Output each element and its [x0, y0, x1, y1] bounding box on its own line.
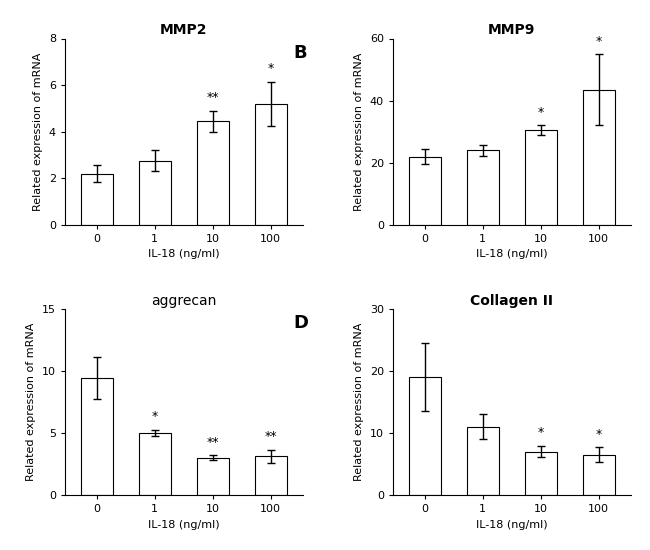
Text: **: **	[265, 430, 277, 443]
Bar	[81, 378, 113, 495]
X-axis label: IL-18 (ng/ml): IL-18 (ng/ml)	[476, 520, 547, 530]
X-axis label: IL-18 (ng/ml): IL-18 (ng/ml)	[476, 249, 547, 260]
Bar	[409, 377, 441, 495]
Text: *: *	[595, 428, 602, 441]
Text: *: *	[595, 35, 602, 47]
Bar	[255, 456, 287, 495]
Title: aggrecan: aggrecan	[151, 294, 216, 307]
X-axis label: IL-18 (ng/ml): IL-18 (ng/ml)	[148, 249, 220, 260]
Text: *: *	[268, 62, 274, 75]
X-axis label: IL-18 (ng/ml): IL-18 (ng/ml)	[148, 520, 220, 530]
Title: MMP9: MMP9	[488, 23, 536, 37]
Y-axis label: Related expression of mRNA: Related expression of mRNA	[354, 52, 364, 211]
Bar	[525, 130, 556, 225]
Bar	[409, 157, 441, 225]
Bar	[467, 427, 499, 495]
Text: *: *	[538, 426, 544, 439]
Y-axis label: Related expression of mRNA: Related expression of mRNA	[354, 323, 364, 481]
Text: **: **	[207, 91, 219, 104]
Y-axis label: Related expression of mRNA: Related expression of mRNA	[33, 52, 44, 211]
Y-axis label: Related expression of mRNA: Related expression of mRNA	[27, 323, 36, 481]
Bar	[139, 161, 171, 225]
Bar	[197, 121, 229, 225]
Title: Collagen II: Collagen II	[470, 294, 553, 307]
Bar	[525, 452, 556, 495]
Bar	[255, 104, 287, 225]
Bar	[197, 458, 229, 495]
Bar	[81, 174, 113, 225]
Title: MMP2: MMP2	[160, 23, 207, 37]
Text: *: *	[151, 410, 158, 424]
Text: D: D	[293, 314, 308, 332]
Text: B: B	[293, 44, 307, 62]
Text: *: *	[538, 106, 544, 119]
Bar	[467, 150, 499, 225]
Bar	[139, 433, 171, 495]
Bar	[582, 90, 614, 225]
Text: **: **	[207, 436, 219, 449]
Bar	[582, 455, 614, 495]
